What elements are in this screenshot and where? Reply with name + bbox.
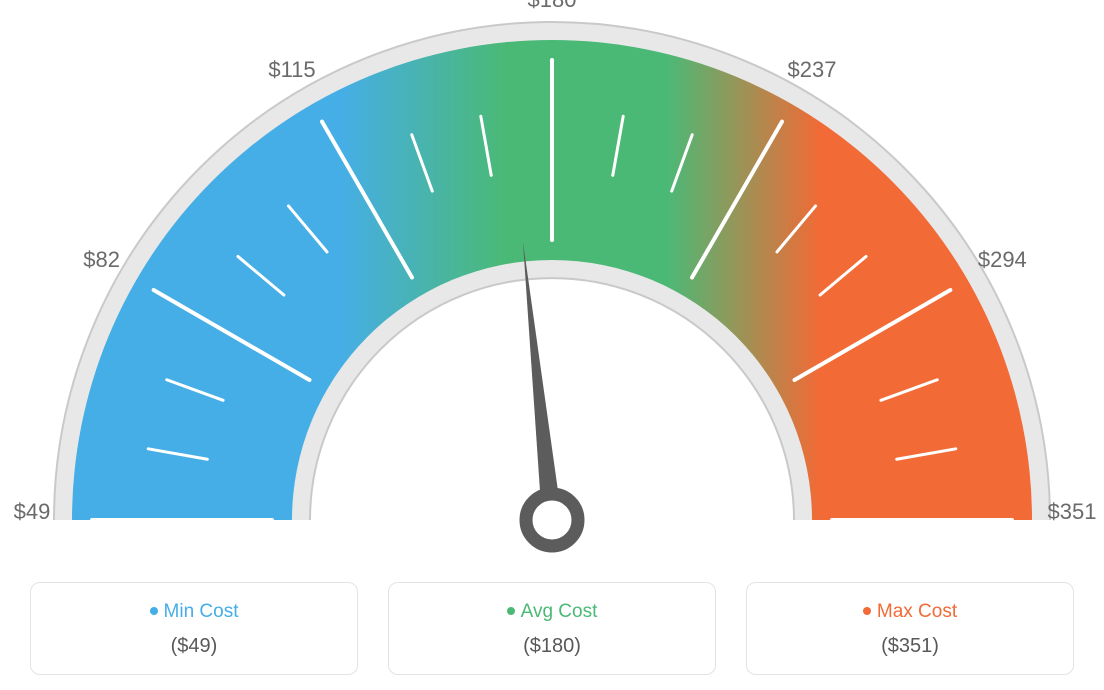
gauge-chart: $49 $82 $115 $180 $237 $294 $351 <box>0 0 1104 560</box>
legend-label-min: Min Cost <box>164 601 239 622</box>
gauge-svg <box>0 0 1104 560</box>
legend-title-max: Max Cost <box>757 601 1063 623</box>
legend-label-max: Max Cost <box>877 601 957 622</box>
gauge-tick-label: $180 <box>528 0 577 13</box>
legend-value-max: ($351) <box>757 635 1063 658</box>
gauge-tick-label: $49 <box>14 499 51 525</box>
gauge-tick-label: $115 <box>268 57 315 83</box>
legend-title-avg: Avg Cost <box>399 601 705 623</box>
legend-row: Min Cost ($49) Avg Cost ($180) Max Cost … <box>30 582 1074 675</box>
legend-card-max: Max Cost ($351) <box>746 582 1074 675</box>
legend-value-avg: ($180) <box>399 635 705 658</box>
legend-dot-avg <box>507 607 515 615</box>
gauge-tick-label: $294 <box>978 247 1027 273</box>
legend-card-avg: Avg Cost ($180) <box>388 582 716 675</box>
gauge-tick-label: $237 <box>788 57 837 83</box>
legend-card-min: Min Cost ($49) <box>30 582 358 675</box>
legend-label-avg: Avg Cost <box>521 601 598 622</box>
gauge-tick-label: $351 <box>1048 499 1097 525</box>
legend-dot-min <box>150 607 158 615</box>
legend-value-min: ($49) <box>41 635 347 658</box>
legend-title-min: Min Cost <box>41 601 347 623</box>
gauge-tick-label: $82 <box>83 247 120 273</box>
legend-dot-max <box>863 607 871 615</box>
